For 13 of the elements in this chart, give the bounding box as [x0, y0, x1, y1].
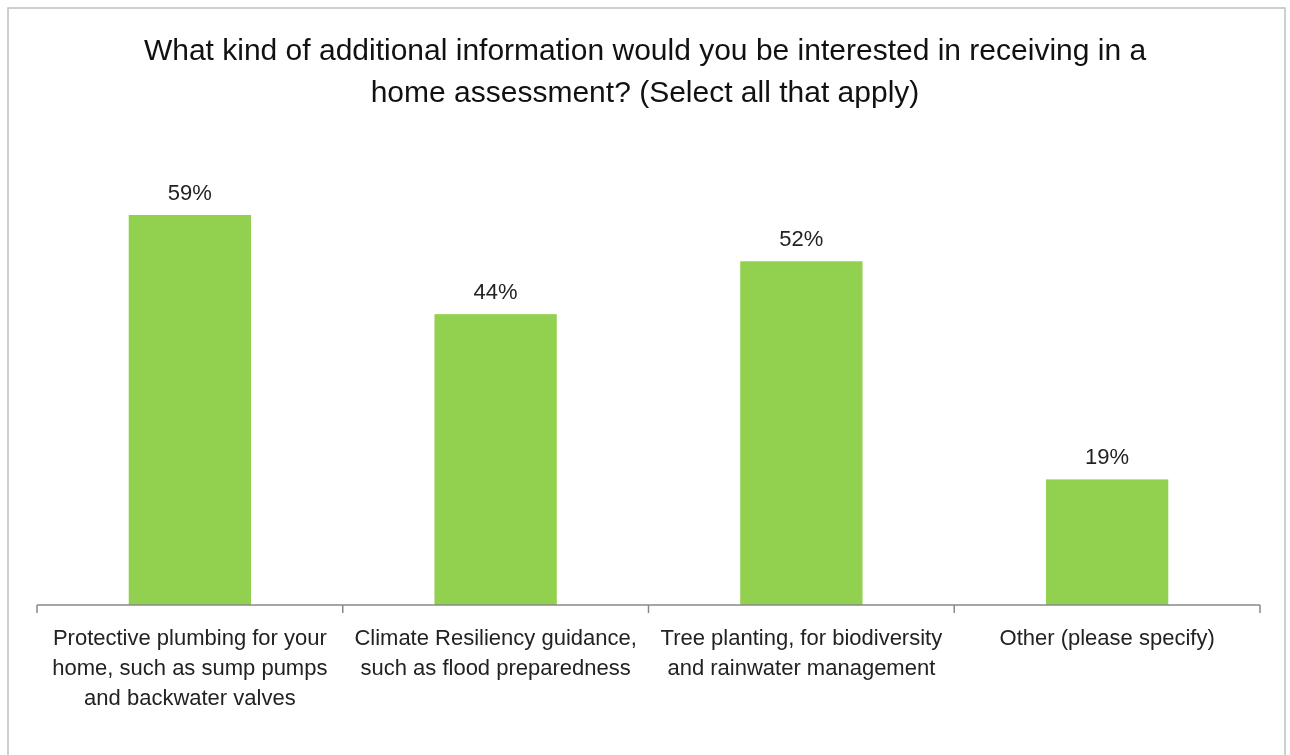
x-tick-label: Protective plumbing for your home, such as sump pumps and backwater valves [52, 625, 328, 710]
x-tick-label: Climate Resiliency guidance, such as flood preparedness [354, 625, 637, 680]
bar [1045, 479, 1169, 605]
x-tick-label: Tree planting, for biodiversity and rainwater management [660, 625, 943, 680]
data-label: 52% [779, 226, 824, 252]
data-label: 59% [167, 180, 212, 205]
chart-title: What kind of additional information would you be interested in receiving in a home assessment? (Select all that apply) [143, 33, 1147, 108]
bar [740, 261, 863, 605]
data-label: 19% [1085, 444, 1130, 470]
bar [434, 314, 557, 605]
bar [128, 215, 252, 605]
x-tick-label: Other (please specify) [999, 625, 1215, 650]
data-label: 44% [473, 279, 518, 305]
